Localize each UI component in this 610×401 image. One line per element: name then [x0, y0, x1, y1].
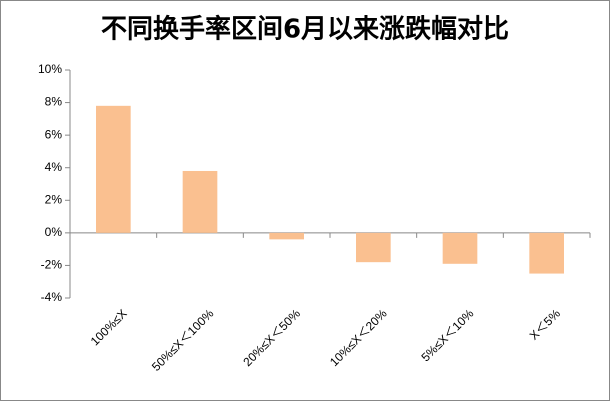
bar	[442, 232, 478, 264]
y-tick-label: 2%	[45, 192, 63, 206]
chart-title: 不同换手率区间6月以来涨跌幅对比	[101, 14, 509, 45]
y-tick-label: -4%	[41, 290, 63, 304]
y-tick-label: -2%	[41, 258, 63, 272]
y-tick-label: 8%	[45, 95, 63, 109]
bar	[182, 170, 218, 233]
y-tick-label: 10%	[38, 62, 62, 76]
bar	[96, 105, 131, 233]
bar	[269, 232, 304, 240]
bar	[356, 232, 391, 263]
y-tick-label: 0%	[45, 225, 63, 239]
y-tick-label: 4%	[45, 160, 63, 174]
bar	[529, 232, 564, 274]
y-tick-label: 6%	[45, 127, 63, 141]
